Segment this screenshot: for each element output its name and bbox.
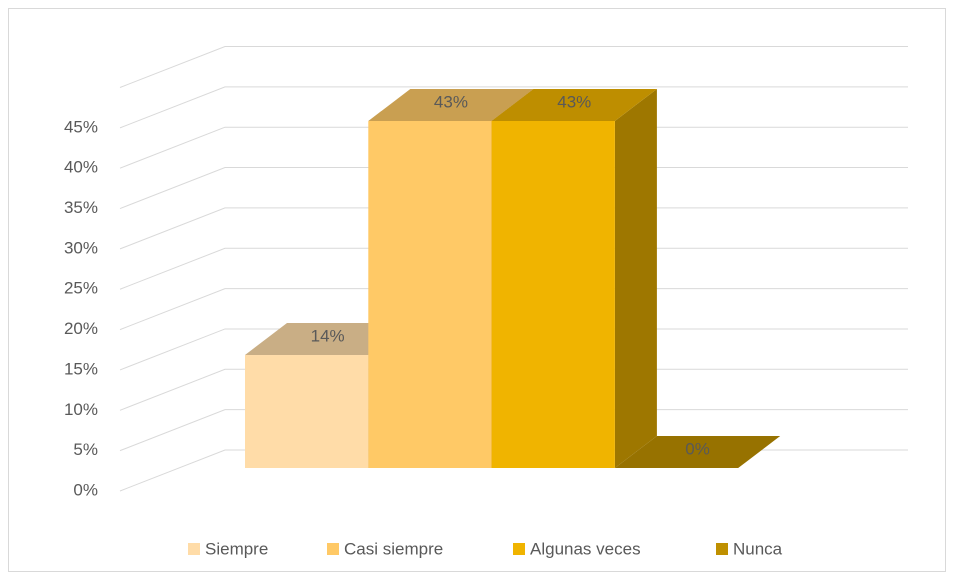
bar-side	[614, 88, 657, 469]
y-tick-label: 5%	[73, 440, 98, 459]
data-label: 43%	[434, 92, 468, 111]
y-tick-label: 45%	[64, 117, 98, 136]
grid-line	[119, 247, 908, 290]
legend-label: Siempre	[205, 539, 268, 558]
data-label: 43%	[557, 92, 591, 111]
grid-line	[119, 46, 908, 88]
grid-line	[119, 288, 908, 331]
bar-top	[491, 88, 657, 121]
legend-swatch	[188, 543, 200, 555]
bar	[245, 355, 369, 468]
y-tick-label: 15%	[64, 359, 98, 378]
y-tick-label: 0%	[73, 480, 98, 499]
y-tick-label: 20%	[64, 319, 98, 338]
legend-swatch	[716, 543, 728, 555]
grid-line	[119, 368, 908, 411]
legend-label: Nunca	[733, 539, 783, 558]
bar-top	[368, 88, 534, 121]
grid-line	[119, 409, 908, 452]
legend-label: Algunas veces	[530, 539, 641, 558]
y-tick-label: 30%	[64, 238, 98, 257]
grid-line	[119, 167, 908, 210]
bar	[491, 120, 615, 469]
data-label: 14%	[311, 327, 345, 346]
grid-line	[119, 126, 908, 169]
y-tick-label: 35%	[64, 198, 98, 217]
grid-line	[119, 86, 908, 129]
y-tick-label: 10%	[64, 400, 98, 419]
y-tick-label: 25%	[64, 279, 98, 298]
legend-swatch	[327, 543, 339, 555]
grid-line	[119, 207, 908, 250]
grid-line	[119, 328, 908, 371]
legend-label: Casi siempre	[344, 539, 443, 558]
bar	[368, 120, 492, 469]
y-tick-label: 40%	[64, 158, 98, 177]
legend-swatch	[513, 543, 525, 555]
bar-top	[614, 436, 781, 468]
data-label: 0%	[685, 439, 710, 458]
